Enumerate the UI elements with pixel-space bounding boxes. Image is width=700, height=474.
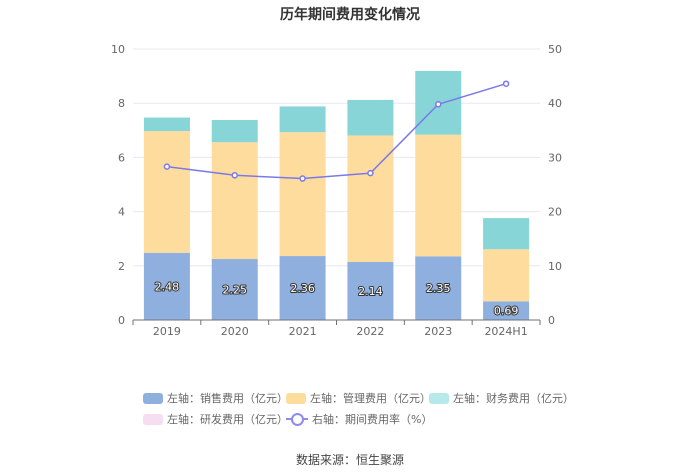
rate-point <box>435 101 442 108</box>
bar-value-label: 2.35 <box>426 282 451 295</box>
right-axis-tick-label: 0 <box>548 314 555 327</box>
right-axis-tick-label: 40 <box>548 97 562 110</box>
legend-label-admin: 左轴：管理费用（亿元） <box>310 392 431 405</box>
bar-sales <box>211 259 258 320</box>
legend-item-rate[interactable]: 右轴：期间费用率（%） <box>286 411 432 427</box>
chart-title: 历年期间费用变化情况 <box>280 7 420 23</box>
left-axis-tick-label: 6 <box>118 151 125 164</box>
bar-admin <box>347 135 394 263</box>
right-axis-tick-label: 30 <box>548 151 562 164</box>
rate-point <box>163 163 171 170</box>
left-axis-tick-label: 2 <box>118 260 125 273</box>
legend-swatch-rnd <box>143 413 163 425</box>
legend-line-rate-icon <box>286 413 308 426</box>
rate-line <box>166 82 507 180</box>
bar-admin <box>211 142 258 260</box>
rate-point <box>502 80 510 87</box>
bar-admin <box>415 134 462 257</box>
x-axis-tick-label: 2019 <box>153 325 181 338</box>
bar-sales <box>347 262 394 320</box>
x-axis-tick-label: 2023 <box>424 325 452 338</box>
left-axis-tick-label: 10 <box>111 43 125 56</box>
legend-label-rate: 右轴：期间费用率（%） <box>312 413 433 426</box>
legend-item-admin[interactable]: 左轴：管理费用（亿元） <box>286 390 431 406</box>
right-axis-tick-label: 10 <box>548 260 562 273</box>
bar-value-label: 2.48 <box>155 280 180 293</box>
legend-swatch-finance <box>429 392 449 404</box>
bar-admin <box>143 131 190 253</box>
bar-finance <box>279 106 326 133</box>
bar-sales <box>279 256 326 320</box>
bar-value-label: 2.25 <box>223 284 248 297</box>
bar-finance <box>347 99 394 136</box>
legend-label-finance: 左轴：财务费用（亿元） <box>453 392 574 405</box>
bar-value-label: 2.14 <box>358 285 383 298</box>
legend-item-finance[interactable]: 左轴：财务费用（亿元） <box>429 390 574 406</box>
data-source: 数据来源：恒生聚源 <box>295 453 404 467</box>
bar-finance <box>143 117 190 132</box>
x-axis-tick-label: 2021 <box>289 325 317 338</box>
rate-point <box>367 169 374 177</box>
bar-value-label: 0.69 <box>494 305 519 318</box>
bar-value-label: 2.36 <box>290 282 315 295</box>
right-axis-tick-label: 20 <box>548 206 562 219</box>
expense-chart: 0 2 4 6 8 10 0 10 20 30 40 50 2.48 2019 2.25 2020 2.36 20… <box>111 43 562 338</box>
legend-swatch-admin <box>286 392 306 404</box>
legend-item-sales[interactable]: 左轴：销售费用（亿元） <box>143 390 288 406</box>
x-axis-tick-label: 2020 <box>221 325 249 338</box>
rate-point <box>299 175 306 182</box>
legend-label-sales: 左轴：销售费用（亿元） <box>167 392 288 405</box>
legend-swatch-sales <box>143 392 163 404</box>
left-axis-tick-label: 0 <box>118 314 125 327</box>
x-axis-tick-label: 2024H1 <box>484 325 527 338</box>
bar-admin <box>279 132 326 257</box>
bar-admin <box>483 249 530 302</box>
bar-sales <box>483 301 530 320</box>
legend-label-rnd: 左轴：研发费用（亿元） <box>167 413 288 426</box>
bar-sales <box>415 256 462 320</box>
bar-sales <box>143 252 190 320</box>
rate-point <box>231 172 238 179</box>
bar-finance <box>211 120 258 143</box>
bar-finance <box>483 218 530 250</box>
right-axis-tick-label: 50 <box>548 43 562 56</box>
left-axis-tick-label: 8 <box>118 97 125 110</box>
left-axis-tick-label: 4 <box>118 206 125 219</box>
x-axis-tick-label: 2022 <box>356 325 384 338</box>
legend-item-rnd[interactable]: 左轴：研发费用（亿元） <box>143 411 288 427</box>
